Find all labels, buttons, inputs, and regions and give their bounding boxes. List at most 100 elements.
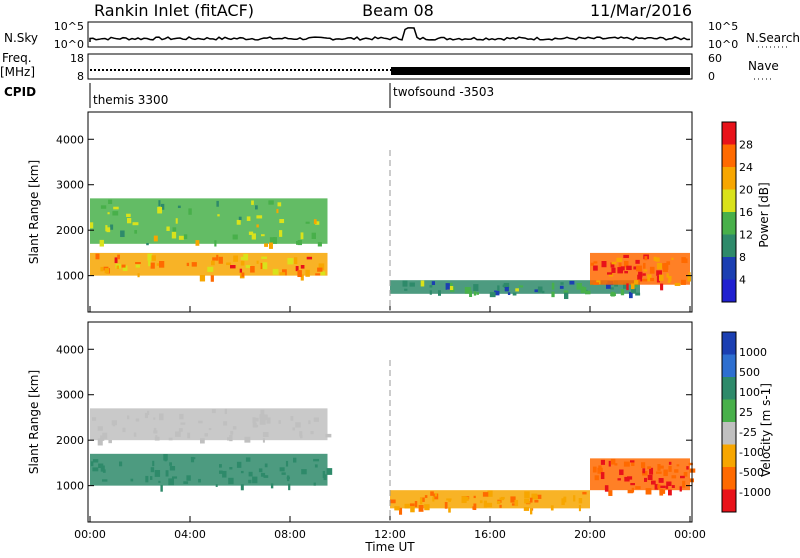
data-speckle bbox=[102, 479, 108, 482]
data-speckle bbox=[511, 503, 516, 506]
data-speckle bbox=[169, 466, 176, 471]
data-speckle bbox=[644, 477, 648, 482]
data-speckle bbox=[154, 470, 161, 477]
data-speckle bbox=[494, 290, 500, 296]
data-speckle bbox=[215, 484, 218, 487]
data-speckle bbox=[256, 260, 259, 264]
data-speckle bbox=[297, 270, 302, 278]
data-speckle bbox=[160, 485, 163, 492]
data-speckle bbox=[313, 482, 316, 486]
data-speckle bbox=[561, 498, 565, 506]
data-speckle bbox=[683, 258, 688, 264]
y-tick-label: 1000 bbox=[56, 270, 84, 283]
data-speckle bbox=[310, 431, 314, 435]
data-speckle bbox=[137, 273, 140, 278]
data-speckle bbox=[659, 489, 666, 494]
data-speckle bbox=[299, 431, 303, 437]
colorbar-tick-label: -100 bbox=[739, 446, 764, 459]
data-speckle bbox=[121, 264, 126, 268]
data-speckle bbox=[153, 235, 158, 242]
data-speckle bbox=[300, 232, 304, 240]
data-speckle bbox=[524, 498, 530, 504]
data-speckle bbox=[236, 219, 241, 225]
data-speckle bbox=[226, 262, 231, 266]
search-tick-top: 10^5 bbox=[708, 20, 738, 33]
data-speckle bbox=[593, 265, 598, 271]
colorbar-swatch bbox=[722, 377, 736, 400]
data-speckle bbox=[606, 283, 611, 289]
data-speckle bbox=[261, 256, 268, 259]
data-speckle bbox=[256, 224, 259, 228]
data-speckle bbox=[119, 461, 123, 467]
data-speckle bbox=[314, 464, 318, 468]
data-speckle bbox=[597, 467, 603, 474]
data-speckle bbox=[325, 433, 332, 438]
data-speckle bbox=[497, 285, 500, 291]
data-speckle bbox=[399, 507, 403, 515]
x-axis-label: Time UT bbox=[364, 540, 415, 554]
y-tick-label: 4000 bbox=[56, 133, 84, 146]
data-speckle bbox=[212, 257, 217, 261]
data-speckle bbox=[253, 417, 259, 422]
data-speckle bbox=[208, 428, 212, 431]
data-speckle bbox=[288, 483, 291, 491]
colorbar-tick-label: 20 bbox=[739, 184, 753, 197]
data-speckle bbox=[560, 282, 564, 285]
data-speckle bbox=[424, 495, 428, 498]
data-speckle bbox=[223, 421, 228, 426]
data-speckle bbox=[175, 218, 178, 224]
colorbar-tick-label: 16 bbox=[739, 206, 753, 219]
y-tick-label: 3000 bbox=[56, 389, 84, 402]
data-speckle bbox=[656, 275, 660, 283]
velocity-panel bbox=[90, 408, 696, 515]
data-speckle bbox=[420, 280, 425, 287]
data-speckle bbox=[222, 470, 227, 478]
data-speckle bbox=[293, 457, 297, 463]
freq-tick-top: 18 bbox=[70, 52, 84, 65]
data-speckle bbox=[154, 436, 160, 441]
data-speckle bbox=[198, 478, 201, 483]
data-speckle bbox=[152, 460, 155, 467]
data-speckle bbox=[278, 420, 281, 424]
data-speckle bbox=[105, 225, 108, 232]
data-speckle bbox=[429, 285, 433, 288]
data-speckle bbox=[635, 486, 641, 490]
data-speckle bbox=[683, 472, 688, 477]
data-speckle bbox=[305, 221, 310, 224]
data-speckle bbox=[473, 495, 476, 499]
data-speckle bbox=[279, 230, 283, 237]
data-speckle bbox=[668, 461, 672, 465]
data-speckle bbox=[281, 472, 286, 475]
data-speckle bbox=[151, 255, 156, 261]
data-speckle bbox=[210, 275, 214, 282]
data-speckle bbox=[180, 422, 186, 425]
data-speckle bbox=[97, 426, 103, 431]
data-speckle bbox=[108, 199, 113, 205]
data-speckle bbox=[429, 290, 432, 295]
data-speckle bbox=[623, 461, 630, 467]
data-speckle bbox=[573, 495, 576, 502]
data-speckle bbox=[264, 463, 268, 468]
data-speckle bbox=[659, 485, 666, 489]
x-tick-label: 20:00 bbox=[574, 528, 606, 541]
colorbar-swatch bbox=[722, 257, 736, 280]
data-speckle bbox=[183, 481, 189, 484]
data-speckle bbox=[297, 240, 303, 246]
data-speckle bbox=[219, 470, 223, 474]
data-speckle bbox=[157, 206, 163, 214]
data-speckle bbox=[135, 264, 140, 268]
data-speckle bbox=[563, 290, 569, 294]
data-speckle bbox=[135, 262, 141, 265]
data-speckle bbox=[106, 227, 111, 233]
data-speckle bbox=[102, 432, 108, 439]
data-speckle bbox=[473, 291, 477, 296]
velocity-colorbar-label: Velocity [m s-1] bbox=[759, 383, 773, 477]
data-speckle bbox=[641, 462, 646, 468]
data-speckle bbox=[631, 487, 635, 493]
colorbar-swatch bbox=[722, 422, 736, 445]
data-speckle bbox=[100, 266, 104, 272]
data-speckle bbox=[240, 470, 244, 474]
colorbar-swatch bbox=[722, 189, 736, 213]
data-speckle bbox=[266, 417, 271, 424]
